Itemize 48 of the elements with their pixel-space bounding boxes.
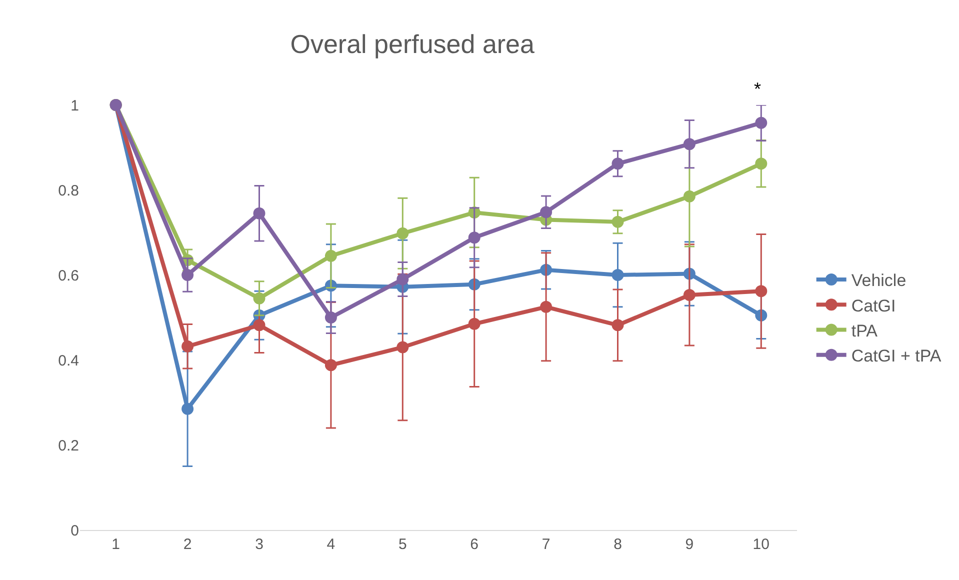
point (468, 232, 480, 244)
x-tick-label: 6 (470, 536, 479, 553)
y-tick-label: 0.2 (58, 437, 79, 454)
point (253, 207, 266, 220)
point (182, 340, 194, 352)
x-tick-label: 4 (326, 536, 336, 553)
x-tick-label: 3 (255, 536, 264, 553)
point (396, 273, 409, 286)
point (612, 319, 624, 332)
point (683, 138, 696, 150)
point (755, 158, 768, 170)
point (683, 288, 696, 301)
point (324, 312, 337, 324)
point (540, 300, 552, 313)
legend-label: tPA (851, 321, 878, 340)
point (182, 402, 194, 415)
point (396, 227, 409, 240)
x-tick-label: 5 (398, 536, 407, 553)
point (253, 319, 266, 332)
point (182, 269, 194, 281)
point (324, 359, 337, 372)
y-tick-label: 0 (70, 522, 79, 540)
point (324, 250, 337, 262)
y-tick-label: 0.6 (58, 267, 79, 284)
x-tick-label: 10 (752, 536, 770, 553)
y-tick-label: 1 (70, 97, 79, 114)
point (683, 190, 696, 202)
point (612, 216, 624, 228)
point (612, 269, 624, 281)
x-tick-label: 7 (542, 536, 550, 553)
y-tick-label: 0.4 (58, 352, 79, 370)
chart-title: Overal perfused area (290, 29, 536, 59)
x-tick-label: 8 (614, 536, 622, 553)
point (253, 292, 266, 304)
y-tick-label: 0.8 (58, 182, 79, 200)
point (396, 341, 409, 354)
point (755, 116, 768, 129)
point (755, 285, 768, 298)
text: * (754, 79, 762, 99)
x-tick-label: 9 (685, 536, 694, 553)
legend-label: CatGI (851, 296, 896, 316)
x-tick-label: 1 (112, 536, 120, 553)
point (540, 206, 552, 218)
point (612, 158, 624, 170)
point (468, 318, 480, 330)
x-tick-label: 2 (183, 536, 192, 553)
legend-label: CatGI + tPA (851, 346, 942, 366)
legend-label: Vehicle (851, 271, 906, 290)
